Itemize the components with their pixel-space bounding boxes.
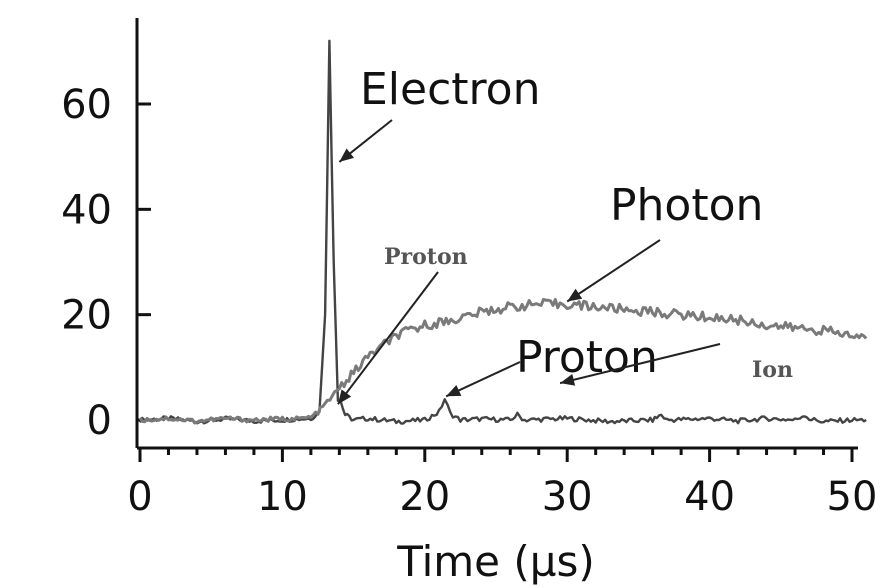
arrowhead-proton_big — [446, 384, 462, 397]
x-tick-label: 0 — [127, 474, 152, 520]
x-tick-label: 20 — [399, 474, 450, 520]
y-tick-label: 60 — [61, 82, 112, 128]
arrowhead-proton_small — [337, 389, 352, 405]
axes: 0 20 40 60 0 10 20 30 40 50 — [61, 18, 877, 520]
arrow-photon — [566, 239, 661, 303]
arrowhead-electron — [339, 148, 355, 162]
annotation-photon: Photon — [610, 180, 763, 231]
arrow-ion — [559, 343, 721, 385]
annotation-proton-small: Proton — [384, 244, 468, 270]
x-tick-label: 40 — [684, 474, 735, 520]
series-line-photon — [138, 297, 868, 425]
annotation-proton-big: Proton — [516, 332, 658, 383]
x-tick-label: 30 — [542, 474, 593, 520]
x-axis-title: Time (µs) — [396, 537, 595, 586]
annotation-electron: Electron — [360, 64, 540, 115]
x-tick-label: 10 — [257, 474, 308, 520]
annotation-layer: Electron Photon Proton Proton Ion — [337, 64, 793, 405]
arrow-proton_small — [337, 271, 439, 405]
y-tick-label: 20 — [61, 293, 112, 339]
x-tick-label: 50 — [827, 474, 878, 520]
y-tick-label: 0 — [87, 398, 112, 444]
arrowhead-ion — [560, 373, 576, 386]
y-tick-label: 40 — [61, 187, 112, 233]
arrowhead-photon — [567, 288, 583, 302]
annotation-ion: Ion — [752, 357, 793, 383]
series-layer — [138, 39, 868, 425]
